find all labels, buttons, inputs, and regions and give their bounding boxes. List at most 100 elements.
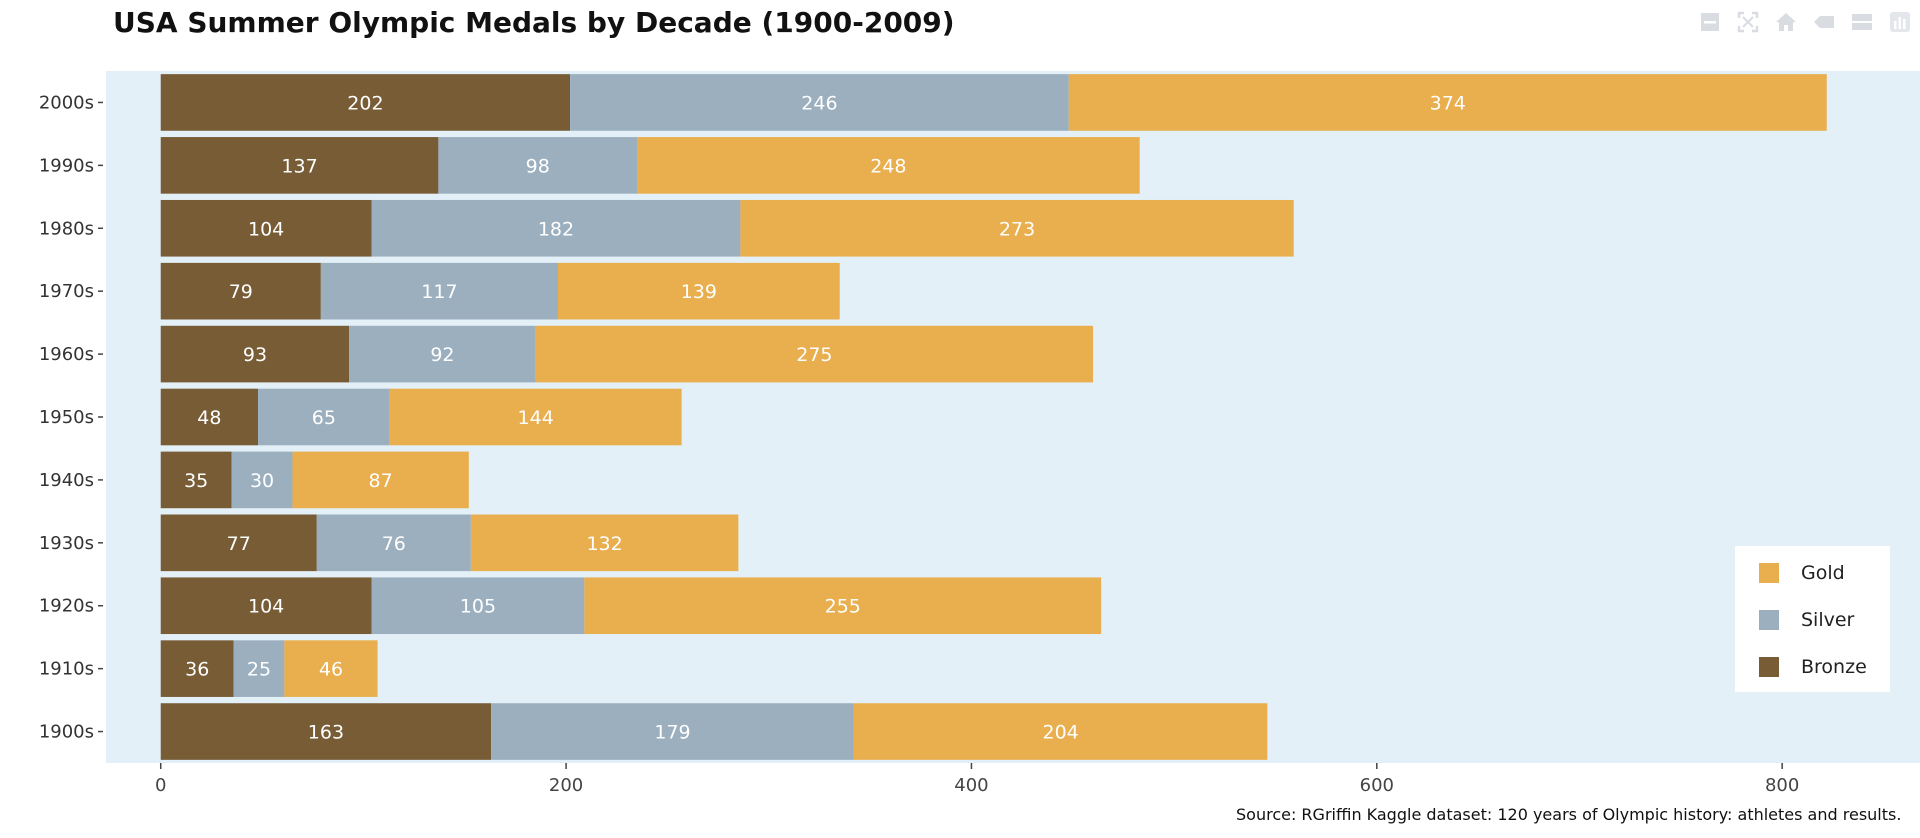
bar-bronze-1910s[interactable] [160, 640, 234, 697]
bar-label-bronze-1960s: 93 [243, 344, 267, 366]
x-tick-label-0: 0 [155, 775, 166, 796]
y-tick-label-1920s: 1920s [39, 596, 94, 617]
y-tick-label-1930s: 1930s [39, 533, 94, 554]
bar-label-silver-1910s: 25 [247, 659, 271, 681]
y-tick-label-1900s: 1900s [39, 722, 94, 743]
plotly-logo-icon[interactable] [1886, 10, 1914, 34]
bar-label-bronze-1940s: 35 [184, 470, 208, 492]
bar-bronze-1960s[interactable] [160, 325, 350, 383]
bar-silver-1900s[interactable] [491, 703, 854, 760]
legend: Gold Silver Bronze [1735, 546, 1890, 692]
autoscale-icon[interactable] [1734, 10, 1762, 34]
legend-label-gold: Gold [1801, 562, 1845, 584]
bar-silver-1970s[interactable] [320, 262, 558, 320]
bar-label-silver-2000s: 246 [801, 92, 837, 114]
bar-gold-1980s[interactable] [740, 199, 1294, 257]
bar-silver-1950s[interactable] [258, 388, 390, 446]
legend-label-bronze: Bronze [1801, 656, 1867, 678]
y-tick-label-1960s: 1960s [39, 344, 94, 365]
bar-label-gold-1900s: 204 [1042, 722, 1078, 744]
bar-label-silver-1960s: 92 [430, 344, 454, 366]
legend-item-bronze[interactable]: Bronze [1735, 654, 1867, 680]
bar-label-silver-1950s: 65 [312, 407, 336, 429]
y-tick-label-1990s: 1990s [39, 155, 94, 176]
bar-label-silver-1900s: 179 [654, 722, 690, 744]
bar-bronze-1900s[interactable] [160, 703, 492, 760]
bar-bronze-1920s[interactable] [160, 577, 372, 635]
bar-gold-1910s[interactable] [284, 640, 378, 697]
y-tick-label-1910s: 1910s [39, 659, 94, 680]
y-tick-label-2000s: 2000s [39, 92, 94, 113]
bar-silver-1980s[interactable] [371, 199, 741, 257]
bar-label-gold-2000s: 374 [1430, 92, 1466, 114]
bar-label-gold-1920s: 255 [825, 596, 861, 618]
bar-gold-2000s[interactable] [1068, 74, 1827, 131]
bar-bronze-1990s[interactable] [160, 137, 439, 194]
x-axis: 0 200 400 600 800 [155, 763, 1799, 796]
legend-item-gold[interactable]: Gold [1735, 560, 1845, 586]
bar-bronze-1950s[interactable] [160, 388, 259, 446]
bar-label-bronze-1970s: 79 [229, 281, 253, 303]
bar-gold-1950s[interactable] [389, 388, 682, 446]
x-tick-label-400: 400 [954, 775, 988, 796]
bar-silver-1960s[interactable] [349, 325, 536, 383]
hover-compare-icon[interactable] [1848, 10, 1876, 34]
bar-label-gold-1910s: 46 [319, 659, 343, 681]
home-icon[interactable] [1772, 10, 1800, 34]
bar-bronze-2000s[interactable] [160, 74, 571, 131]
bar-silver-2000s[interactable] [570, 74, 1069, 131]
bar-bronze-1980s[interactable] [160, 199, 372, 257]
bar-silver-1910s[interactable] [233, 640, 285, 697]
y-tick-label-1940s: 1940s [39, 470, 94, 491]
bar-label-gold-1940s: 87 [369, 470, 393, 492]
bar-gold-1930s[interactable] [470, 514, 739, 572]
bar-bronze-1930s[interactable] [160, 514, 317, 572]
bar-label-silver-1930s: 76 [382, 533, 406, 555]
bar-gold-1920s[interactable] [584, 577, 1102, 635]
x-tick-label-800: 800 [1765, 775, 1799, 796]
chart-title: USA Summer Olympic Medals by Decade (190… [113, 6, 955, 39]
legend-swatch-silver [1759, 610, 1779, 630]
bar-gold-1960s[interactable] [535, 325, 1094, 383]
bar-gold-1970s[interactable] [557, 262, 840, 320]
y-axis: 1900s 1910s 1920s 1930s 1940s 1950s 1960s 1970s… [39, 92, 103, 743]
bar-label-silver-1980s: 182 [538, 218, 574, 240]
bar-label-bronze-1990s: 137 [281, 155, 317, 177]
bar-label-bronze-1980s: 104 [248, 218, 284, 240]
bar-gold-1900s[interactable] [853, 703, 1268, 760]
bar-label-gold-1990s: 248 [870, 155, 906, 177]
modebar [1696, 8, 1920, 36]
bar-silver-1990s[interactable] [438, 137, 638, 194]
legend-label-silver: Silver [1801, 609, 1855, 631]
zoom-out-icon[interactable] [1696, 10, 1724, 34]
bar-label-bronze-1910s: 36 [185, 659, 209, 681]
bar-label-gold-1950s: 144 [518, 407, 554, 429]
bar-label-silver-1990s: 98 [526, 155, 550, 177]
y-tick-label-1980s: 1980s [39, 218, 94, 239]
bar-bronze-1940s[interactable] [160, 451, 232, 509]
legend-item-silver[interactable]: Silver [1735, 607, 1854, 633]
bar-bronze-1970s[interactable] [160, 262, 321, 320]
bar-label-gold-1960s: 275 [796, 344, 832, 366]
x-tick-label-200: 200 [549, 775, 583, 796]
bar-gold-1990s[interactable] [637, 137, 1140, 194]
bar-silver-1920s[interactable] [371, 577, 585, 635]
bar-label-silver-1920s: 105 [460, 596, 496, 618]
bar-label-gold-1980s: 273 [999, 218, 1035, 240]
bar-label-gold-1970s: 139 [681, 281, 717, 303]
bar-silver-1930s[interactable] [316, 514, 471, 572]
y-tick-label-1950s: 1950s [39, 407, 94, 428]
hover-closest-icon[interactable] [1810, 10, 1838, 34]
bar-label-bronze-1950s: 48 [197, 407, 221, 429]
legend-swatch-gold [1759, 563, 1779, 583]
bar-label-bronze-1920s: 104 [248, 596, 284, 618]
bar-label-bronze-1900s: 163 [308, 722, 344, 744]
legend-swatch-bronze [1759, 657, 1779, 677]
bars-layer: 163 179 204 36 25 46 104 105 255 77 76 132 35 30 87 48 6… [160, 74, 1827, 760]
bar-label-silver-1970s: 117 [421, 281, 457, 303]
bar-label-bronze-1930s: 77 [227, 533, 251, 555]
x-tick-label-600: 600 [1360, 775, 1394, 796]
bar-silver-1940s[interactable] [231, 451, 293, 509]
bar-gold-1940s[interactable] [292, 451, 469, 509]
